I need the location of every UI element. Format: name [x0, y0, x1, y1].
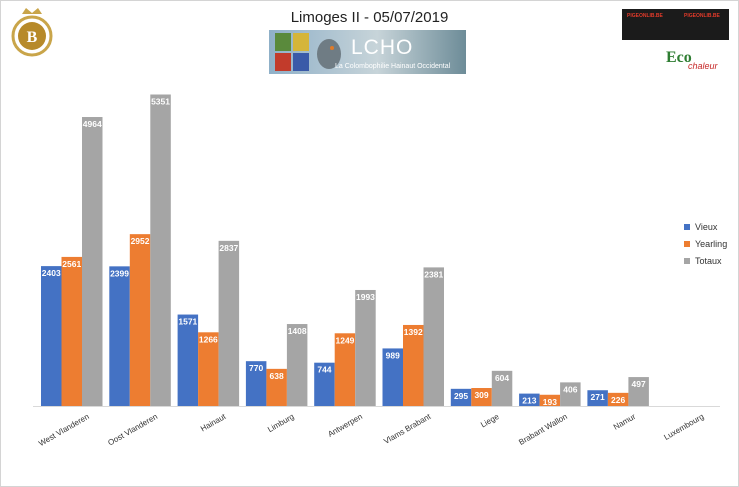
category-label-1: Oost Vlanderen	[106, 412, 159, 448]
data-label-vieux-2: 1571	[178, 317, 197, 327]
data-label-vieux-8: 271	[591, 392, 605, 402]
bar-vieux-0	[41, 266, 62, 406]
data-label-totaux-0: 4964	[83, 119, 102, 129]
data-label-vieux-0: 2403	[42, 268, 61, 278]
data-label-yearling-6: 309	[474, 390, 488, 400]
eco-text: Eco	[666, 49, 692, 66]
club-crest-logo: B	[11, 8, 53, 57]
legend-label-totaux: Totaux	[695, 255, 722, 266]
pigeonlib-label-b: PIGEONLIB.BE	[684, 13, 720, 19]
bar-vieux-3	[245, 361, 267, 406]
data-label-totaux-7: 406	[563, 384, 577, 394]
pigeonlib-label-a: PIGEONLIB.BE	[627, 13, 663, 19]
data-label-yearling-4: 1249	[335, 335, 354, 345]
data-label-totaux-8: 497	[632, 379, 646, 389]
pigeonlib-banner: PIGEONLIB.BE PIGEONLIB.BE	[622, 9, 729, 40]
flag-crest-icon	[275, 33, 309, 71]
banner-title: LCHO	[351, 36, 414, 59]
bar-totaux-4	[355, 289, 376, 406]
data-label-vieux-3: 770	[249, 363, 263, 373]
bar-yearling-8	[607, 392, 629, 406]
category-label-3: Limburg	[266, 412, 296, 434]
data-label-vieux-7: 213	[522, 396, 536, 406]
data-label-totaux-4: 1993	[356, 292, 375, 302]
bar-yearling-0	[61, 256, 82, 406]
bar-yearling-1	[129, 234, 151, 406]
data-label-totaux-5: 2381	[424, 269, 443, 279]
category-label-6: Liege	[479, 412, 501, 430]
bar-totaux-3	[286, 324, 308, 406]
data-label-yearling-5: 1392	[404, 327, 423, 337]
eco-sub: chaleur	[688, 61, 718, 71]
chart-legend: Vieux Yearling Totaux	[684, 218, 727, 269]
category-label-9: Luxembourg	[662, 412, 705, 442]
data-label-yearling-9: 0	[684, 391, 689, 401]
bar-yearling-7	[539, 394, 561, 406]
bar-vieux-7	[519, 393, 540, 406]
data-label-vieux-6: 295	[454, 391, 468, 401]
bar-yearling-5	[403, 324, 424, 406]
category-label-0: West Vlanderen	[37, 412, 91, 448]
data-label-yearling-1: 2952	[131, 236, 150, 246]
legend-item-vieux: Vieux	[684, 218, 727, 235]
bar-vieux-5	[382, 348, 403, 406]
legend-swatch-yearling	[684, 240, 690, 247]
data-label-yearling-8: 226	[611, 395, 625, 405]
bar-totaux-6	[491, 370, 513, 406]
bar-vieux-1	[109, 266, 130, 406]
bar-totaux-0	[82, 117, 103, 406]
data-label-totaux-6: 604	[495, 373, 509, 383]
legend-label-yearling: Yearling	[695, 238, 728, 249]
data-label-vieux-9: 0	[664, 391, 669, 401]
data-label-totaux-1: 5351	[151, 96, 170, 106]
bar-vieux-8	[587, 390, 608, 406]
data-label-yearling-3: 638	[270, 371, 284, 381]
data-label-yearling-2: 1266	[199, 334, 218, 344]
banner-subtitle: La Colombophilie Hainaut Occidental	[335, 63, 451, 70]
bar-totaux-8	[628, 377, 649, 406]
bar-totaux-1	[150, 94, 171, 406]
data-label-totaux-9: 0	[705, 391, 710, 401]
legend-item-yearling: Yearling	[684, 235, 727, 252]
data-label-totaux-2: 2837	[219, 243, 238, 253]
data-label-yearling-7: 193	[543, 397, 557, 407]
category-label-5: Vlams Brabant	[382, 412, 433, 446]
legend-item-totaux: Totaux	[684, 252, 727, 269]
data-label-vieux-5: 989	[386, 350, 400, 360]
bar-yearling-4	[334, 333, 356, 406]
bar-totaux-7	[560, 382, 581, 406]
bar-vieux-2	[177, 314, 199, 406]
bar-vieux-4	[314, 362, 335, 406]
bar-totaux-2	[218, 240, 240, 406]
data-label-totaux-3: 1408	[288, 326, 307, 336]
svg-text:B: B	[27, 29, 38, 46]
pigeon-head-icon	[317, 39, 341, 69]
chart-title: Limoges II - 05/07/2019	[290, 9, 449, 26]
bar-yearling-6	[471, 388, 492, 406]
bar-vieux-6	[450, 388, 472, 406]
bar-yearling-2	[198, 332, 219, 406]
data-label-vieux-4: 744	[317, 365, 331, 375]
data-label-vieux-1: 2399	[110, 268, 129, 278]
category-label-8: Namur	[612, 412, 638, 432]
legend-swatch-totaux	[684, 257, 690, 264]
eco-chaleur-logo: Eco chaleur	[666, 47, 732, 77]
category-label-2: Hainaut	[199, 412, 228, 434]
legend-swatch-vieux	[684, 223, 690, 230]
bar-yearling-3	[266, 368, 287, 406]
data-label-yearling-0: 2561	[62, 259, 81, 269]
bar-totaux-5	[423, 267, 444, 406]
lcho-banner: LCHO La Colombophilie Hainaut Occidental	[269, 30, 466, 74]
category-label-7: Brabant Wallon	[517, 412, 569, 447]
category-label-4: Antwerpen	[326, 412, 364, 439]
legend-label-vieux: Vieux	[695, 221, 718, 232]
